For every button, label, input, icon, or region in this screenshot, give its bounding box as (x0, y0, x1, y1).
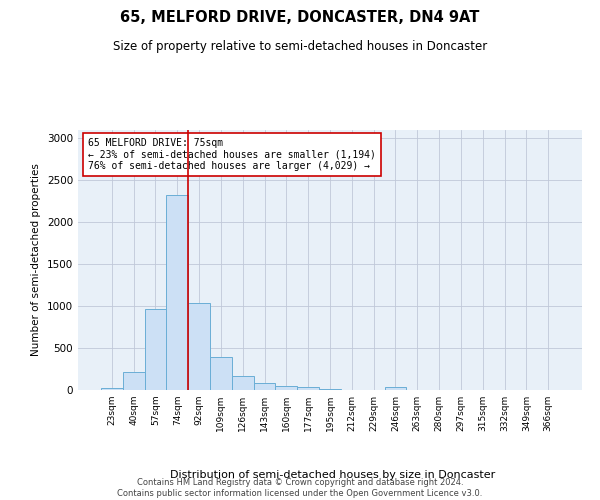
Text: 65, MELFORD DRIVE, DONCASTER, DN4 9AT: 65, MELFORD DRIVE, DONCASTER, DN4 9AT (121, 10, 479, 25)
Bar (145, 308, 166, 390)
Bar (275, 386, 297, 390)
Y-axis label: Number of semi-detached properties: Number of semi-detached properties (31, 164, 41, 356)
Bar (123, 372, 145, 390)
Bar (254, 384, 275, 390)
Bar (166, 194, 188, 390)
Bar (319, 389, 341, 390)
Text: Size of property relative to semi-detached houses in Doncaster: Size of property relative to semi-detach… (113, 40, 487, 53)
Text: Contains HM Land Registry data © Crown copyright and database right 2024.
Contai: Contains HM Land Registry data © Crown c… (118, 478, 482, 498)
Text: Distribution of semi-detached houses by size in Doncaster: Distribution of semi-detached houses by … (170, 470, 496, 480)
Text: 65 MELFORD DRIVE: 75sqm
← 23% of semi-detached houses are smaller (1,194)
76% of: 65 MELFORD DRIVE: 75sqm ← 23% of semi-de… (88, 138, 376, 171)
Bar (101, 388, 123, 390)
Bar (188, 303, 210, 390)
Bar (385, 387, 406, 390)
Bar (297, 388, 319, 390)
Bar (232, 376, 254, 390)
Bar (210, 358, 232, 390)
